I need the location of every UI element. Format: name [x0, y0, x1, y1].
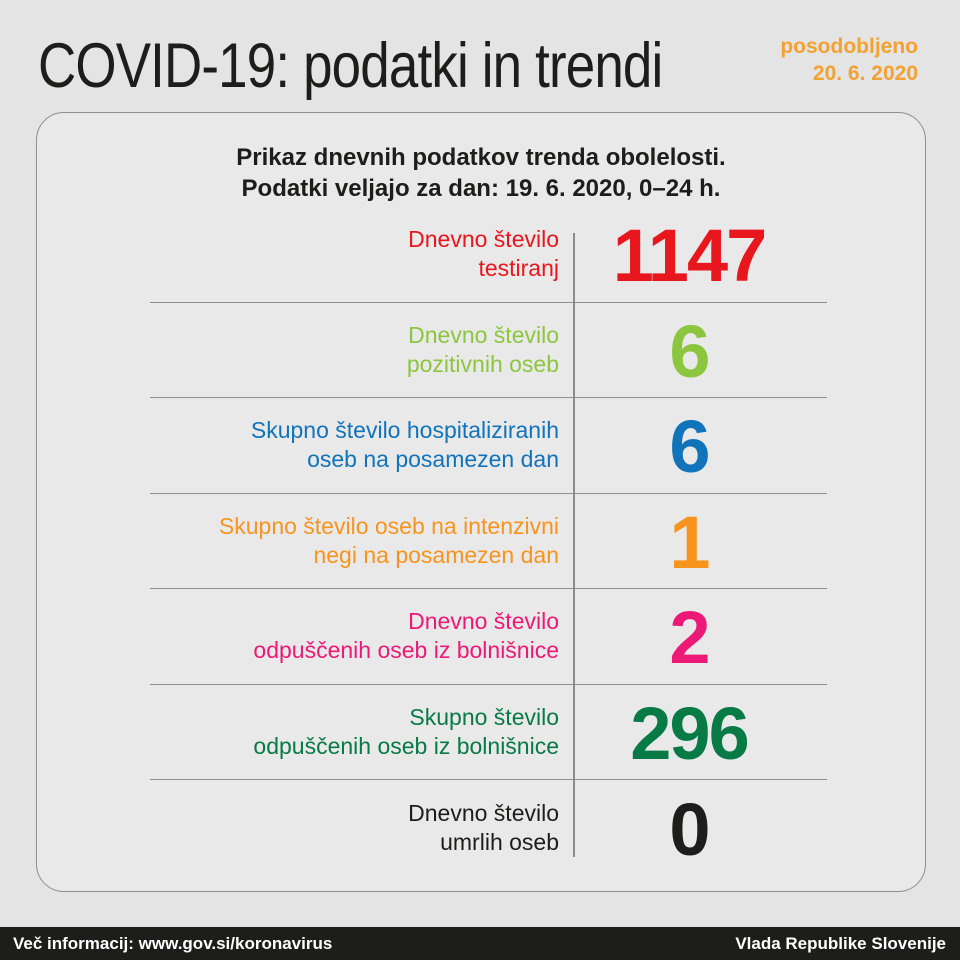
row-label-line2: testiranj	[478, 255, 559, 282]
row-label: Dnevno število odpuščenih oseb iz bolniš…	[150, 589, 573, 684]
row-value: 1147	[612, 214, 768, 298]
row-label-line1: Dnevno število	[408, 226, 559, 253]
table-row: Dnevno število pozitivnih oseb 6	[150, 303, 827, 398]
row-label-line1: Skupno število hospitaliziranih	[250, 417, 559, 444]
page-title: COVID-19: podatki in trendi	[38, 31, 663, 101]
row-value: 0	[669, 787, 710, 871]
row-label-line1: Skupno število oseb na intenzivni	[218, 512, 559, 539]
intro-line1: Prikaz dnevnih podatkov trenda obolelost…	[236, 144, 726, 171]
row-label-line1: Skupno število	[409, 703, 559, 730]
row-label-line2: odpuščenih oseb iz bolnišnice	[253, 732, 559, 759]
vertical-divider	[573, 233, 575, 857]
row-value: 1	[669, 500, 710, 584]
row-label-line1: Dnevno število	[408, 608, 559, 635]
row-value: 2	[669, 596, 710, 680]
table-row: Dnevno število umrlih oseb 0	[150, 780, 827, 876]
row-label-line1: Dnevno število	[408, 321, 559, 348]
updated-info: posodobljeno 20. 6. 2020	[780, 33, 918, 87]
stats-table: Dnevno število testiranj 1147 Dnevno šte…	[150, 207, 827, 876]
row-label-line2: oseb na posamezen dan	[307, 446, 559, 473]
updated-date: 20. 6. 2020	[812, 62, 918, 85]
table-row: Skupno število oseb na intenzivni negi n…	[150, 494, 827, 589]
row-label-line2: odpuščenih oseb iz bolnišnice	[253, 637, 559, 664]
row-label-line2: umrlih oseb	[440, 828, 559, 855]
row-label-line1: Dnevno število	[408, 799, 559, 826]
row-label-line2: negi na posamezen dan	[313, 541, 559, 568]
table-row: Dnevno število odpuščenih oseb iz bolniš…	[150, 589, 827, 685]
row-value: 296	[630, 691, 749, 775]
row-value: 6	[669, 405, 710, 489]
row-value: 6	[669, 309, 710, 393]
table-row: Skupno število odpuščenih oseb iz bolniš…	[150, 685, 827, 780]
row-label-line2: pozitivnih oseb	[406, 350, 559, 377]
intro-line2: Podatki veljajo za dan: 19. 6. 2020, 0–2…	[241, 175, 721, 202]
row-label: Skupno število hospitaliziranih oseb na …	[150, 398, 573, 493]
table-row: Skupno število hospitaliziranih oseb na …	[150, 398, 827, 494]
footer-more-info: Več informacij: www.gov.si/koronavirus	[13, 933, 333, 953]
updated-label: posodobljeno	[780, 35, 918, 58]
row-label: Dnevno število testiranj	[150, 207, 573, 302]
stats-card	[36, 112, 926, 892]
row-label: Dnevno število pozitivnih oseb	[150, 303, 573, 398]
footer-government: Vlada Republike Slovenije	[735, 933, 946, 953]
footer-bar: Več informacij: www.gov.si/koronavirus V…	[0, 927, 960, 960]
row-label: Skupno število oseb na intenzivni negi n…	[150, 494, 573, 589]
row-label: Skupno število odpuščenih oseb iz bolniš…	[150, 685, 573, 780]
card-intro: Prikaz dnevnih podatkov trenda obolelost…	[36, 142, 926, 204]
row-label: Dnevno število umrlih oseb	[150, 780, 573, 876]
table-row: Dnevno število testiranj 1147	[150, 207, 827, 303]
